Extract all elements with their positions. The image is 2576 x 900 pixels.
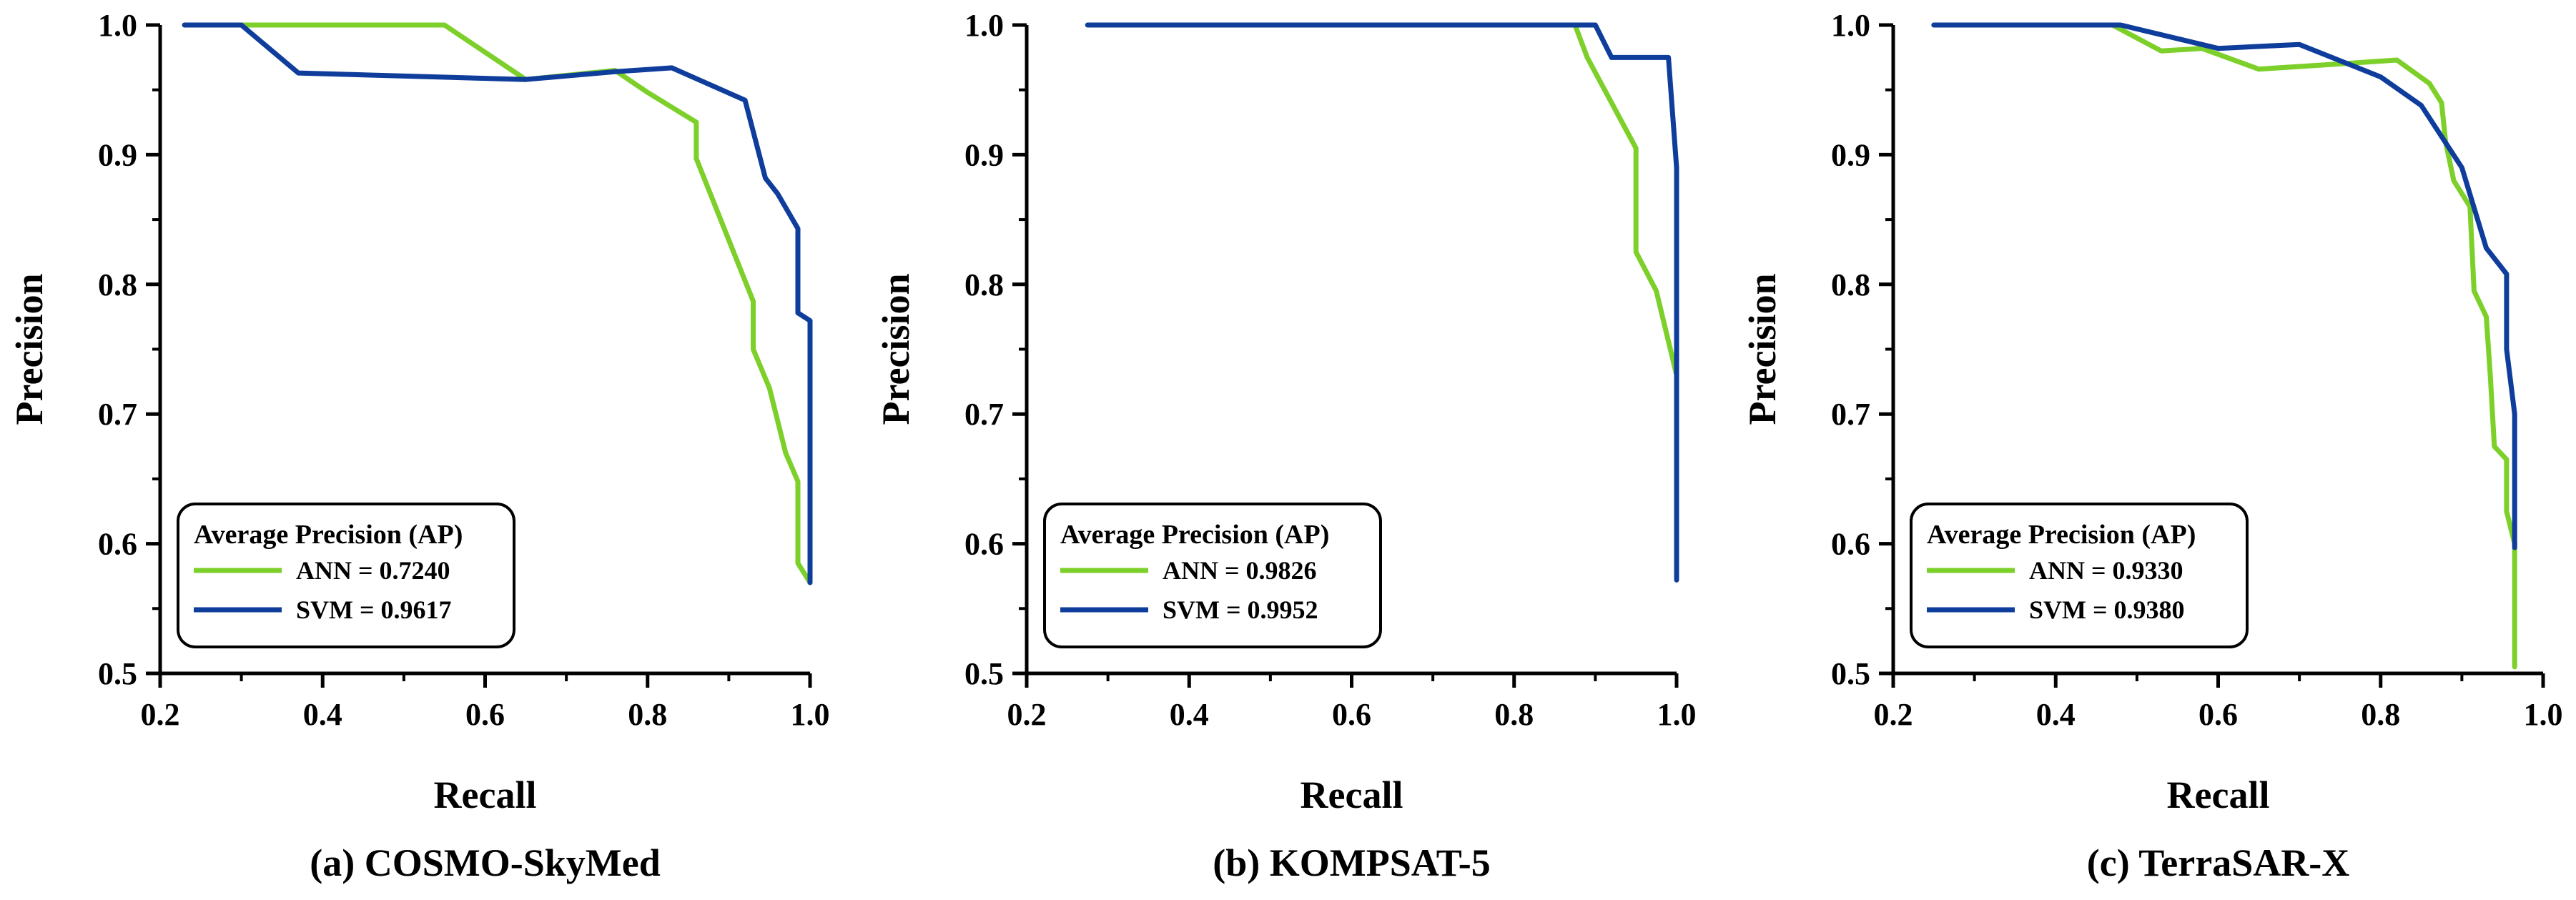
legend-label-svm: SVM = 0.9380	[2029, 595, 2185, 624]
legend-label-svm: SVM = 0.9617	[296, 595, 452, 624]
x-tick-label: 0.4	[2036, 697, 2076, 732]
series-lines	[184, 25, 810, 583]
figure: 0.2 0.4 0.6 0.8 1.0 0.5 0.6 0.7 0.8 0.9 1.0 Recall P…	[0, 0, 2576, 900]
y-tick-label: 0.5	[1831, 656, 1870, 691]
x-tick-label: 0.4	[303, 697, 342, 732]
x-tick-label: 0.6	[1332, 697, 1371, 732]
y-tick-label: 0.6	[964, 527, 1004, 562]
panel-caption: (c) TerraSAR-X	[2087, 841, 2349, 884]
series-line-ann	[1124, 25, 1677, 563]
chart-panel-1: 0.2 0.4 0.6 0.8 1.0 0.5 0.6 0.7 0.8 0.9 1.0 Recall P…	[8, 8, 830, 884]
y-tick-label: 0.7	[1831, 397, 1870, 432]
y-tick-label: 1.0	[964, 8, 1004, 43]
y-tick-label: 0.9	[964, 137, 1004, 172]
legend: Average Precision (AP) ANN = 0.7240 SVM = …	[178, 504, 514, 647]
series-line-svm	[184, 25, 810, 583]
legend-label-ann: ANN = 0.9826	[1163, 556, 1317, 585]
series-lines	[1087, 25, 1677, 580]
x-tick-label: 0.2	[1874, 697, 1913, 732]
y-tick-label: 0.6	[1831, 527, 1870, 562]
panel-caption: (a) COSMO-SkyMed	[310, 841, 660, 884]
legend-title: Average Precision (AP)	[1927, 520, 2196, 550]
y-tick-label: 0.8	[1831, 267, 1870, 302]
legend-label-ann: ANN = 0.7240	[296, 556, 450, 585]
y-tick-label: 0.7	[98, 397, 137, 432]
x-tick-label: 0.8	[2361, 697, 2400, 732]
chart-panel-3: 0.2 0.4 0.6 0.8 1.0 0.5 0.6 0.7 0.8 0.9 1.0 Recall P…	[1741, 8, 2563, 884]
y-tick-label: 0.9	[98, 137, 137, 172]
series-line-ann	[184, 25, 810, 583]
legend-title: Average Precision (AP)	[194, 520, 463, 550]
legend: Average Precision (AP) ANN = 0.9826 SVM = …	[1045, 504, 1381, 647]
y-axis-title: Precision	[1741, 274, 1784, 425]
x-tick-label: 0.8	[628, 697, 667, 732]
x-tick-label: 0.2	[1007, 697, 1047, 732]
y-tick-label: 0.5	[98, 656, 137, 691]
legend-label-ann: ANN = 0.9330	[2029, 556, 2183, 585]
y-tick-label: 0.5	[964, 656, 1004, 691]
legend-label-svm: SVM = 0.9952	[1163, 595, 1318, 624]
legend: Average Precision (AP) ANN = 0.9330 SVM = …	[1911, 504, 2247, 647]
x-axis-title: Recall	[1301, 773, 1403, 816]
series-line-svm	[1087, 25, 1677, 580]
x-tick-label: 0.4	[1170, 697, 1209, 732]
series-line-svm	[1934, 25, 2515, 548]
y-tick-label: 0.7	[964, 397, 1004, 432]
x-tick-label: 0.8	[1494, 697, 1534, 732]
x-axis-title: Recall	[2167, 773, 2270, 816]
x-tick-label: 0.2	[141, 697, 180, 732]
x-axis-title: Recall	[434, 773, 537, 816]
y-tick-label: 0.8	[98, 267, 137, 302]
x-tick-label: 1.0	[791, 697, 830, 732]
panel-caption: (b) KOMPSAT-5	[1213, 841, 1491, 884]
chart-panel-2: 0.2 0.4 0.6 0.8 1.0 0.5 0.6 0.7 0.8 0.9 1.0 Recall P…	[874, 8, 1697, 884]
y-tick-label: 0.9	[1831, 137, 1870, 172]
y-tick-label: 0.6	[98, 527, 137, 562]
x-tick-label: 1.0	[2524, 697, 2563, 732]
x-tick-label: 0.6	[465, 697, 505, 732]
y-axis-title: Precision	[8, 274, 51, 425]
y-tick-label: 1.0	[1831, 8, 1870, 43]
y-tick-label: 0.8	[964, 267, 1004, 302]
y-tick-label: 1.0	[98, 8, 137, 43]
x-tick-label: 1.0	[1657, 697, 1697, 732]
y-axis-title: Precision	[874, 274, 917, 425]
x-tick-label: 0.6	[2199, 697, 2238, 732]
legend-title: Average Precision (AP)	[1060, 520, 1329, 550]
